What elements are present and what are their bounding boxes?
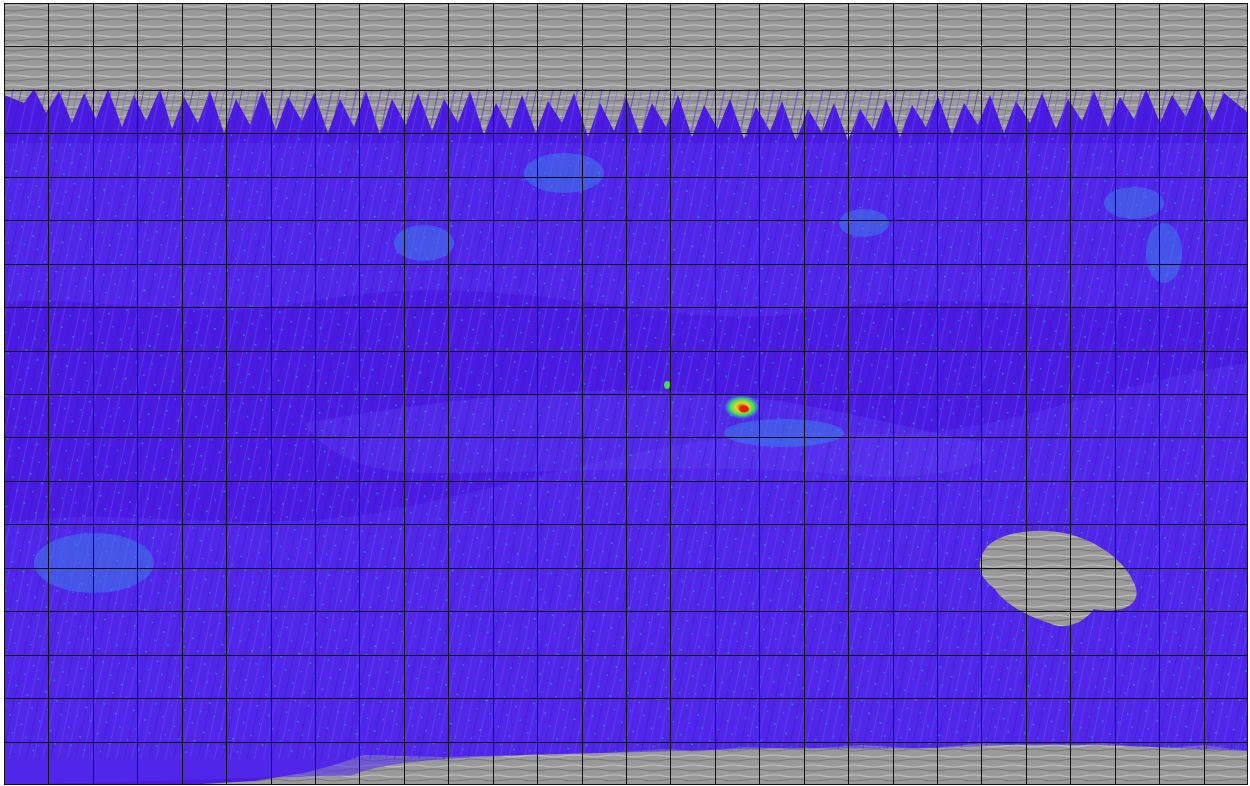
detail-speckles xyxy=(4,133,1248,753)
density-map xyxy=(4,3,1248,785)
elevated-patches xyxy=(34,153,1182,593)
hotspot-core xyxy=(739,405,749,413)
south-polar-terrain xyxy=(334,744,1248,785)
map-viewport[interactable] xyxy=(4,3,1248,785)
secondary-spot xyxy=(664,381,670,389)
southern-basin-terrain xyxy=(979,530,1137,627)
